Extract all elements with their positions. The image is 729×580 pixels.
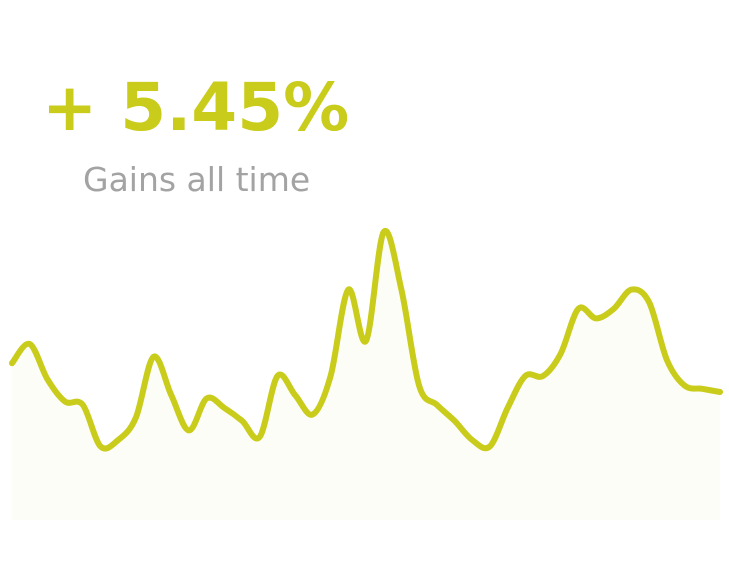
chart-data-point-17 (310, 411, 316, 417)
chart-data-point-4 (80, 402, 86, 408)
chart-data-point-14 (257, 434, 263, 440)
chart-data-point-10 (186, 427, 192, 433)
chart-data-point-27 (487, 443, 493, 449)
chart-data-point-16 (292, 392, 298, 398)
chart-data-point-37 (664, 357, 670, 363)
chart-data-point-30 (540, 373, 546, 379)
chart-data-point-9 (168, 392, 174, 398)
chart-data-point-2 (44, 376, 50, 382)
chart-data-point-34 (611, 306, 617, 312)
chart-area-fill (12, 230, 720, 520)
gain-caption: Gains all time (83, 160, 311, 199)
chart-data-point-24 (434, 402, 440, 408)
chart-data-point-13 (239, 418, 245, 424)
chart-data-point-5 (98, 443, 104, 449)
chart-data-point-6 (115, 437, 121, 443)
chart-data-point-0 (9, 360, 15, 366)
chart-data-point-3 (62, 399, 68, 405)
chart-data-point-7 (133, 415, 139, 421)
chart-data-point-36 (646, 299, 652, 305)
chart-data-point-26 (469, 437, 475, 443)
chart-data-point-38 (682, 383, 688, 389)
chart-series-line (9, 227, 723, 452)
chart-data-point-25 (452, 418, 458, 424)
chart-data-point-1 (27, 341, 33, 347)
chart-data-point-23 (416, 383, 422, 389)
chart-data-point-21 (381, 229, 387, 235)
chart-data-point-8 (151, 354, 157, 360)
chart-data-point-18 (328, 373, 334, 379)
chart-data-point-28 (505, 405, 511, 411)
chart-data-point-12 (221, 405, 227, 411)
chart-data-point-19 (345, 287, 351, 293)
chart-data-point-39 (699, 386, 705, 392)
chart-data-point-11 (204, 395, 210, 401)
chart-data-point-33 (593, 315, 599, 321)
chart-data-point-20 (363, 338, 369, 344)
chart-data-point-40 (717, 389, 723, 395)
chart-data-point-15 (275, 373, 281, 379)
chart-data-point-29 (522, 373, 528, 379)
gain-percentage: + 5.45% (42, 69, 350, 146)
chart-data-point-22 (398, 287, 404, 293)
chart-data-point-31 (558, 351, 564, 357)
chart-data-point-32 (575, 306, 581, 312)
chart-data-point-35 (629, 287, 635, 293)
